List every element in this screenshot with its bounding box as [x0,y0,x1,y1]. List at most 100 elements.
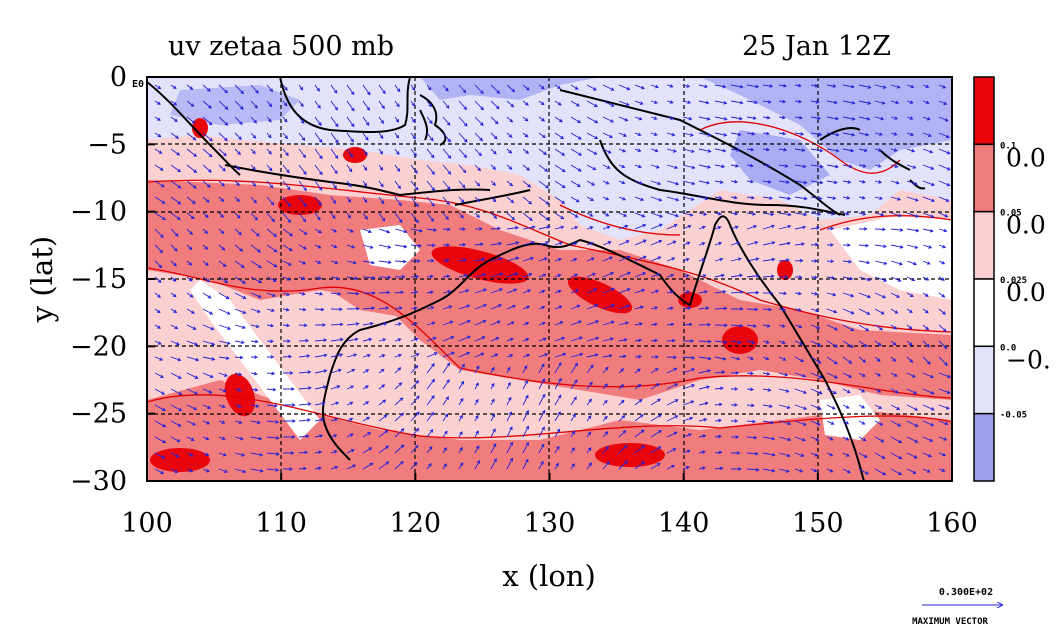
wind-vector [154,180,165,188]
wind-vector [234,308,247,315]
wind-vector [570,100,580,107]
wind-vector [410,259,421,263]
wind-vector [698,322,711,327]
wind-vector [666,322,675,327]
wind-vector [842,324,855,332]
wind-vector [634,414,644,422]
wind-vector [378,414,388,422]
wind-vector [778,180,790,184]
wind-vector [858,324,870,332]
wind-vector [938,116,949,122]
wind-vector [474,148,482,157]
wind-vector [570,273,579,278]
field-neutral-channel-1 [190,280,320,440]
wind-vector [154,324,162,329]
wind-vector [362,337,373,342]
wind-vector [826,226,835,231]
wind-vector [282,339,291,343]
wind-vector [154,212,166,221]
wind-vector [826,100,838,105]
wind-vector [394,412,405,422]
wind-vector [906,308,913,314]
wind-vector [634,196,645,201]
wind-vector [554,257,562,262]
wind-vector [458,227,466,231]
wind-vector [474,227,483,231]
y-tick-label: −10 [70,197,127,228]
wind-vector [330,260,339,265]
wind-vector [234,244,244,252]
y-tick-label: 0 [110,62,127,93]
wind-vector [490,100,500,110]
wind-vector [826,404,836,410]
wind-vector [762,241,776,246]
wind-vector [378,445,390,454]
colorbar-swatch [973,278,995,348]
wind-vector [442,289,452,294]
wind-vector [698,180,711,185]
wind-vector [186,452,194,457]
wind-vector [538,212,550,221]
x-tick-label: 150 [792,508,844,539]
wind-vector [874,180,883,184]
wind-vector [682,465,690,470]
wind-vector [778,436,792,442]
wind-vector [650,164,660,169]
wind-vector [826,340,839,348]
wind-vector [218,260,227,267]
wind-vector [794,356,805,363]
wind-vector [618,100,630,106]
wind-vector [586,381,593,390]
wind-vector [474,398,479,406]
wind-vector [890,84,901,89]
wind-vector [346,196,352,203]
wind-vector [378,338,387,342]
colorbar-swatch [973,143,995,213]
wind-vector [602,116,615,123]
wind-vector [490,272,504,278]
wind-vector [458,397,464,406]
wind-vector [810,436,820,441]
wind-vector [698,225,706,230]
wind-vector [586,320,600,326]
wind-vector [298,116,305,124]
wind-vector [490,398,495,406]
wind-vector [666,240,677,246]
wind-vector [858,164,867,168]
wind-vector [346,306,360,311]
wind-vector [522,394,529,406]
wind-vector [394,84,401,93]
wind-vector [554,305,563,310]
wind-vector [202,164,212,173]
wind-vector [602,164,611,169]
wind-vector [874,260,888,266]
wind-vector [506,100,515,108]
wind-vector [570,379,578,390]
wind-vector [746,212,757,216]
x-axis-label: x (lon) [502,559,596,593]
wind-vector [394,397,404,406]
wind-vector [922,244,933,249]
wind-vector [410,380,420,390]
wind-vector [922,116,931,121]
wind-vector [730,211,739,216]
wind-vector [842,436,850,441]
wind-vector [762,388,772,392]
wind-vector [906,340,913,346]
wind-vector [170,356,182,362]
wind-vector [778,241,791,246]
wind-vector [874,196,884,200]
wind-vector [618,338,628,342]
wind-vector [250,84,259,94]
wind-vector [202,468,210,473]
wind-vector [154,164,164,171]
wind-vector [394,196,402,207]
wind-vector [554,377,562,390]
wind-vector [186,324,197,330]
wind-vector [538,321,546,326]
wind-vector [522,305,531,310]
wind-vector [218,436,226,441]
wind-vector [378,260,392,265]
wind-vector [283,387,295,391]
wind-vector [202,388,213,394]
